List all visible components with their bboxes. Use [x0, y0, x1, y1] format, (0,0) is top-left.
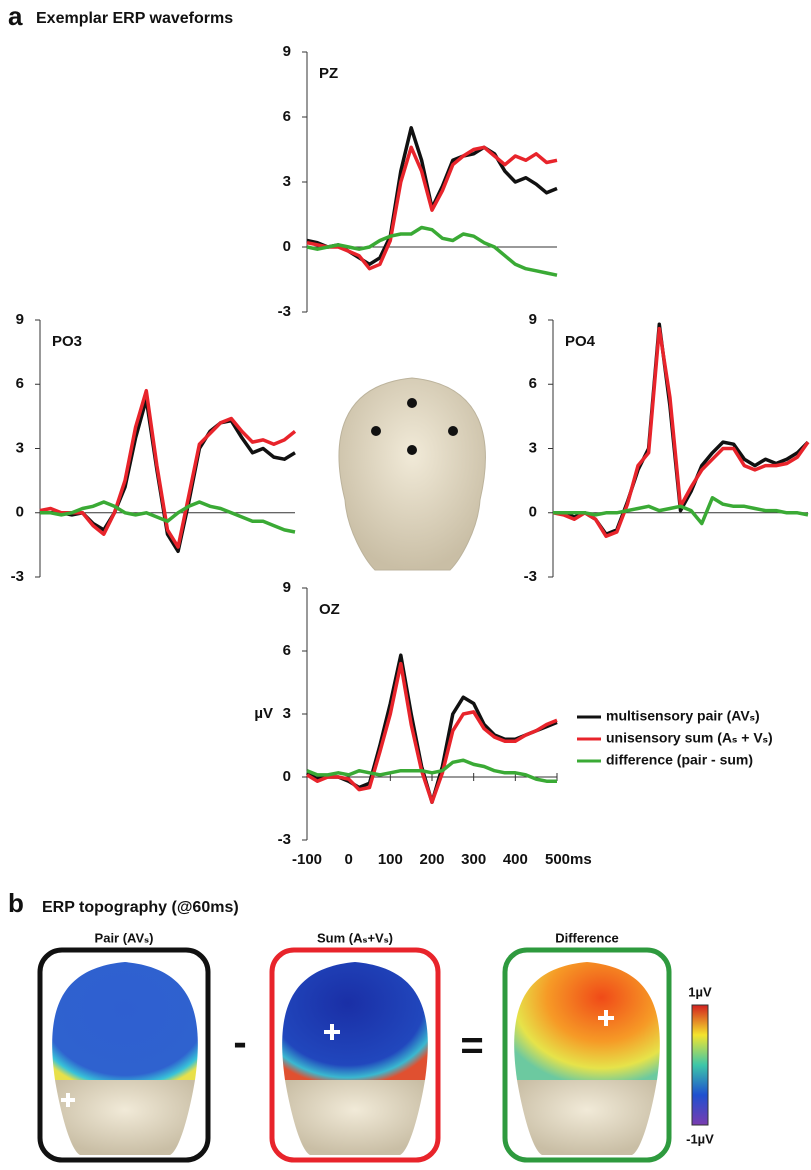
- y-tick-label: 9: [16, 311, 24, 328]
- y-tick-label: 0: [529, 504, 537, 521]
- y-tick-label: 6: [283, 108, 291, 125]
- y-tick-label: 3: [283, 705, 291, 722]
- x-tick-label: 500ms: [545, 851, 592, 868]
- y-tick-label: 6: [529, 375, 537, 392]
- legend-label: difference (pair - sum): [606, 752, 753, 768]
- y-tick-label: 0: [283, 768, 291, 785]
- series-line: [39, 388, 297, 549]
- x-tick-label: -100: [292, 851, 322, 868]
- series-line: [40, 500, 296, 534]
- map-label: Pair (AVₛ): [95, 930, 154, 945]
- panel-label: a: [8, 1, 23, 31]
- y-tick-label: 6: [16, 375, 24, 392]
- y-tick-label: 9: [529, 311, 537, 328]
- y-tick-label: 3: [283, 173, 291, 190]
- chart-title: PO3: [52, 333, 82, 350]
- y-tick-label: 6: [283, 642, 291, 659]
- y-tick-label: -3: [11, 568, 24, 585]
- panel-title: Exemplar ERP waveforms: [36, 10, 233, 27]
- series-line: [306, 758, 557, 783]
- y-tick-label: 0: [283, 238, 291, 255]
- chart-title: PZ: [319, 65, 338, 82]
- panel-title: ERP topography (@60ms): [42, 899, 239, 916]
- operator: =: [460, 1024, 483, 1068]
- series-line: [553, 496, 809, 526]
- y-tick-label: -3: [524, 568, 537, 585]
- y-tick-label: 9: [283, 579, 291, 596]
- x-tick-label: 300: [461, 851, 486, 868]
- map-label: Sum (Aₛ+Vₛ): [317, 930, 393, 945]
- x-tick-label: 100: [378, 851, 403, 868]
- chart-title: PO4: [565, 333, 596, 350]
- series-line: [306, 126, 558, 267]
- legend-label: unisensory sum (Aₛ + Vₛ): [606, 730, 773, 746]
- y-tick-label: 0: [16, 504, 24, 521]
- map-label: Difference: [555, 930, 619, 945]
- topography-maps: [37, 947, 709, 1163]
- colorbar-label: -1µV: [686, 1131, 714, 1146]
- series-line: [306, 225, 558, 277]
- x-tick-label: 0: [344, 851, 352, 868]
- x-tick-label: 200: [419, 851, 444, 868]
- x-tick-label: 400: [503, 851, 528, 868]
- y-axis-label: µV: [254, 705, 273, 722]
- legend-label: multisensory pair (AVₛ): [606, 708, 760, 724]
- operator: -: [233, 1021, 246, 1065]
- y-tick-label: -3: [278, 303, 291, 320]
- panel-label: b: [8, 888, 24, 918]
- y-tick-label: -3: [278, 831, 291, 848]
- y-tick-label: 3: [16, 439, 24, 456]
- series-line: [306, 145, 558, 271]
- colorbar-label: 1µV: [688, 984, 712, 999]
- y-tick-label: 3: [529, 439, 537, 456]
- head-illustration: [338, 377, 486, 571]
- chart-title: OZ: [319, 601, 340, 618]
- series-line: [306, 661, 558, 804]
- y-tick-label: 9: [283, 43, 291, 60]
